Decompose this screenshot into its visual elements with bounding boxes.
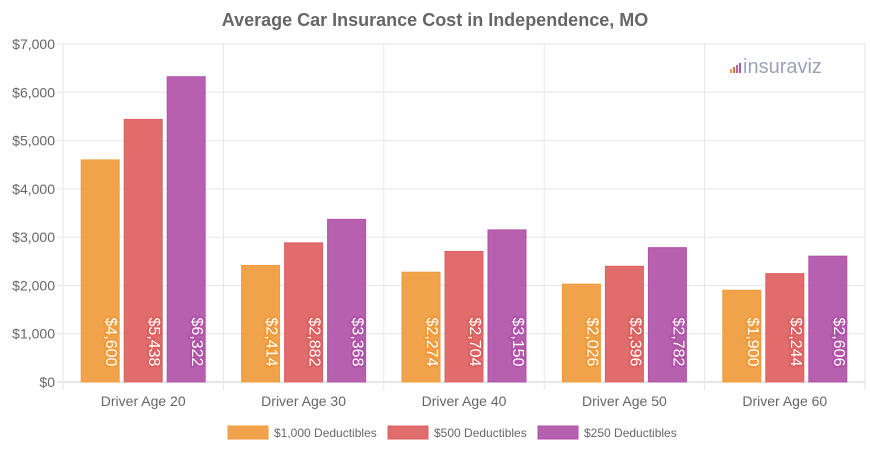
bar-value-label: $3,368 (349, 318, 366, 367)
legend-item[interactable]: $1,000 Deductibles (227, 425, 377, 440)
legend-item[interactable]: $250 Deductibles (537, 425, 677, 440)
legend-swatch (387, 425, 429, 440)
bar[interactable] (444, 250, 484, 383)
legend-label: $500 Deductibles (434, 426, 527, 440)
legend: $1,000 Deductibles $500 Deductibles $250 D… (227, 425, 677, 440)
bar[interactable] (487, 229, 527, 383)
legend-label: $1,000 Deductibles (274, 426, 377, 440)
bar-value-label: $6,322 (188, 318, 205, 367)
bar[interactable] (123, 118, 163, 383)
bars (80, 76, 848, 383)
bar[interactable] (327, 218, 367, 383)
bar[interactable] (808, 255, 848, 383)
logo-text: insuraviz (743, 56, 822, 78)
x-tick-label: Driver Age 30 (261, 393, 346, 409)
bar-value-label: $1,900 (744, 318, 761, 367)
legend-swatch (227, 425, 269, 440)
bar[interactable] (166, 76, 206, 383)
legend-item[interactable]: $500 Deductibles (387, 425, 527, 440)
bar-value-label: $4,600 (102, 318, 119, 367)
bar[interactable] (561, 283, 601, 383)
bar-value-label: $2,882 (306, 318, 323, 367)
y-axis: $0 $1,000 $2,000 $3,000 $4,000 $5,000 $6,000 $7… (12, 36, 55, 390)
bar-value-label: $2,414 (263, 318, 280, 367)
bar[interactable] (647, 247, 687, 383)
bar[interactable] (722, 289, 762, 383)
legend-swatch (537, 425, 579, 440)
y-tick-label: $2,000 (12, 277, 55, 293)
bar-value-label: $2,606 (830, 318, 847, 367)
bar-chart-icon (730, 63, 741, 73)
bar-value-label: $2,396 (626, 318, 643, 367)
bar[interactable] (604, 265, 644, 383)
y-tick-label: $3,000 (12, 229, 55, 245)
y-tick-label: $5,000 (12, 133, 55, 149)
y-tick-label: $6,000 (12, 84, 55, 100)
y-tick-label: $1,000 (12, 326, 55, 342)
legend-label: $250 Deductibles (584, 426, 677, 440)
bar-value-label: $2,244 (787, 318, 804, 367)
bar-value-label: $2,274 (423, 318, 440, 367)
y-tick-label: $4,000 (12, 181, 55, 197)
chart-title: Average Car Insurance Cost in Independen… (222, 10, 648, 30)
y-tick-label: $7,000 (12, 36, 55, 52)
bar-value-label: $2,026 (583, 318, 600, 367)
bar[interactable] (401, 271, 441, 383)
bar-labels: $4,600 $5,438 $6,322 $2,414 $2,882 $3,368 $2,2… (100, 316, 849, 369)
bar[interactable] (765, 273, 805, 383)
x-axis: Driver Age 20 Driver Age 30 Driver Age 40 D… (101, 393, 828, 409)
bar[interactable] (241, 264, 281, 383)
logo: insuraviz (730, 56, 822, 78)
bar[interactable] (284, 242, 324, 383)
bar-value-label: $3,150 (509, 318, 526, 367)
bar-value-label: $2,704 (466, 318, 483, 367)
bar-value-label: $5,438 (145, 318, 162, 367)
x-tick-label: Driver Age 40 (422, 393, 507, 409)
bar-value-label: $2,782 (669, 318, 686, 367)
y-tick-label: $0 (39, 374, 55, 390)
x-tick-label: Driver Age 60 (742, 393, 827, 409)
x-tick-label: Driver Age 20 (101, 393, 186, 409)
bar[interactable] (80, 159, 120, 383)
x-tick-label: Driver Age 50 (582, 393, 667, 409)
